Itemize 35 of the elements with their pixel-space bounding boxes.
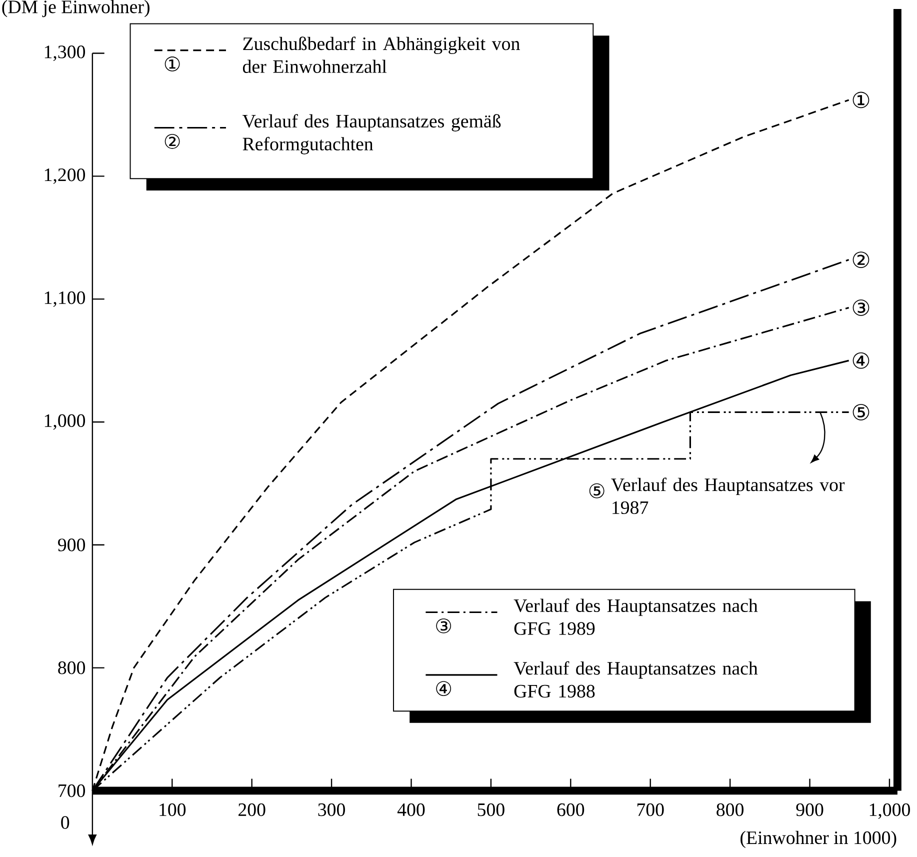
y-tick-label: 1,000 <box>44 414 86 430</box>
y-tick-label: 900 <box>58 538 86 552</box>
annotation: ④ <box>852 352 870 369</box>
x-tick-label: 800 <box>716 803 744 816</box>
text: ① <box>164 56 180 72</box>
y-axis-title: (DM je Einwohner) <box>2 0 150 17</box>
x-tick-label: 600 <box>557 803 584 816</box>
x-axis-title: (Einwohner in 1000) <box>740 830 896 848</box>
y-tick-label: 800 <box>58 661 86 674</box>
series-label: Verlauf des Hauptansatzes vor 1987 <box>611 478 845 514</box>
annotation: ⑤ <box>852 404 870 420</box>
x-tick-label: 400 <box>397 803 425 816</box>
text: ③ <box>436 618 452 634</box>
text: ② <box>164 134 180 149</box>
y-tick-label: 1,200 <box>44 168 86 184</box>
x-tick-label: 100 <box>160 803 186 816</box>
x-tick-label: 300 <box>318 803 345 816</box>
annotation: ③ <box>852 299 870 316</box>
legend-label: Verlauf des Hauptansatzes nach GFG 1989 <box>514 598 758 635</box>
x-tick-label: 200 <box>238 803 266 816</box>
x-tick-label: 1,000 <box>870 803 910 819</box>
annotation: ① <box>852 92 870 108</box>
text: 0 <box>61 816 70 829</box>
text: ④ <box>436 680 452 696</box>
annotation: ② <box>852 251 870 268</box>
x-tick-label: 700 <box>637 803 664 816</box>
y-tick-label: 1,100 <box>44 291 86 307</box>
text: ⑤ <box>589 483 604 498</box>
legend-label: Verlauf des Hauptansatzes nach GFG 1988 <box>514 661 758 698</box>
legend-label: Verlauf des Hauptansatzes gemäß Reformgutachten <box>242 114 501 154</box>
legend-label: Zuschußbedarf in Abhängigkeit von der Einwohnerzahl <box>242 36 520 73</box>
x-tick-label: 900 <box>796 803 824 816</box>
x-tick-label: 500 <box>478 803 504 816</box>
y-tick-label: 700 <box>58 784 86 797</box>
y-tick-label: 1,300 <box>44 45 86 61</box>
